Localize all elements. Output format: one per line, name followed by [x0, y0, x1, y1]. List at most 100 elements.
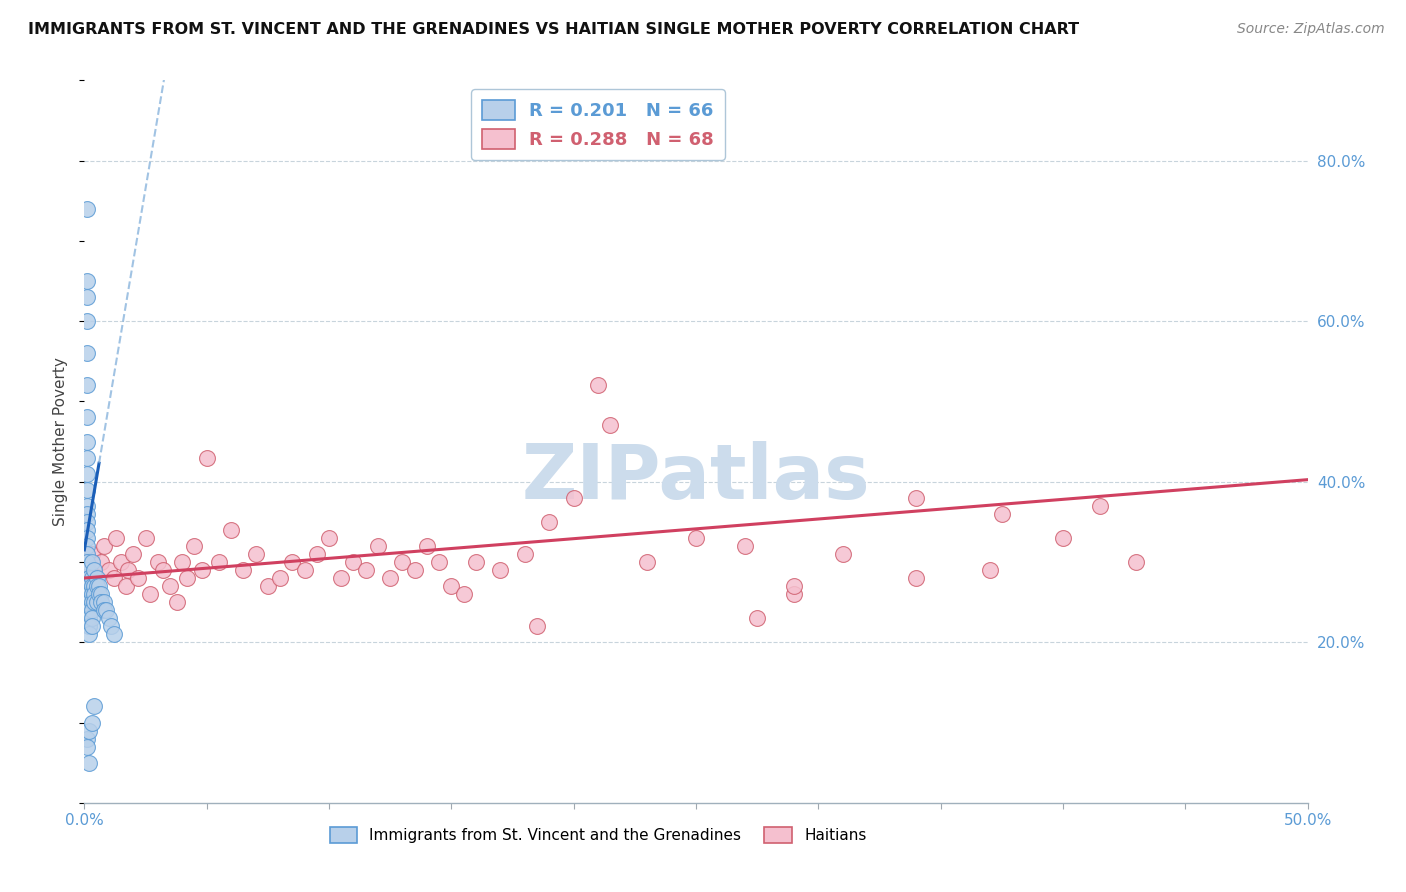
Point — [562, 491, 585, 505]
Point — [83, 699, 105, 714]
Point — [427, 555, 450, 569]
Point — [110, 555, 132, 569]
Point — [77, 563, 100, 577]
Point — [80, 603, 103, 617]
Point — [76, 555, 98, 569]
Point — [380, 571, 402, 585]
Point — [76, 523, 98, 537]
Point — [538, 515, 561, 529]
Point — [76, 731, 98, 746]
Point — [232, 563, 254, 577]
Point — [77, 619, 100, 633]
Point — [281, 555, 304, 569]
Y-axis label: Single Mother Poverty: Single Mother Poverty — [53, 357, 69, 526]
Point — [464, 555, 486, 569]
Point — [86, 571, 108, 585]
Point — [80, 587, 103, 601]
Point — [685, 531, 707, 545]
Point — [734, 539, 756, 553]
Point — [342, 555, 364, 569]
Point — [76, 515, 98, 529]
Point — [77, 611, 100, 625]
Point — [979, 563, 1001, 577]
Point — [117, 563, 139, 577]
Point — [294, 563, 316, 577]
Point — [86, 595, 108, 609]
Text: Source: ZipAtlas.com: Source: ZipAtlas.com — [1237, 22, 1385, 37]
Point — [80, 619, 103, 633]
Point — [76, 378, 98, 392]
Point — [77, 595, 100, 609]
Point — [404, 563, 426, 577]
Point — [96, 603, 118, 617]
Point — [176, 571, 198, 585]
Point — [330, 571, 353, 585]
Point — [440, 579, 463, 593]
Point — [87, 587, 110, 601]
Point — [219, 523, 242, 537]
Point — [115, 579, 138, 593]
Point — [77, 571, 100, 585]
Point — [139, 587, 162, 601]
Point — [135, 531, 157, 545]
Point — [77, 619, 100, 633]
Point — [86, 579, 108, 593]
Point — [159, 579, 181, 593]
Point — [97, 611, 120, 625]
Point — [100, 619, 122, 633]
Point — [599, 418, 621, 433]
Point — [1052, 531, 1074, 545]
Point — [103, 627, 125, 641]
Point — [245, 547, 267, 561]
Point — [1088, 499, 1111, 513]
Point — [77, 603, 100, 617]
Point — [76, 450, 98, 465]
Point — [83, 563, 105, 577]
Legend: Immigrants from St. Vincent and the Grenadines, Haitians: Immigrants from St. Vincent and the Gren… — [323, 821, 873, 849]
Point — [80, 555, 103, 569]
Point — [80, 611, 103, 625]
Point — [77, 756, 100, 770]
Point — [208, 555, 231, 569]
Point — [83, 579, 105, 593]
Point — [76, 739, 98, 754]
Point — [97, 563, 120, 577]
Point — [305, 547, 328, 561]
Point — [747, 611, 769, 625]
Point — [76, 499, 98, 513]
Point — [991, 507, 1014, 521]
Point — [586, 378, 609, 392]
Point — [80, 547, 103, 561]
Point — [831, 547, 853, 561]
Point — [93, 539, 115, 553]
Point — [183, 539, 205, 553]
Point — [122, 547, 145, 561]
Point — [127, 571, 149, 585]
Point — [453, 587, 475, 601]
Point — [93, 595, 115, 609]
Text: IMMIGRANTS FROM ST. VINCENT AND THE GRENADINES VS HAITIAN SINGLE MOTHER POVERTY : IMMIGRANTS FROM ST. VINCENT AND THE GREN… — [28, 22, 1080, 37]
Point — [166, 595, 188, 609]
Point — [76, 434, 98, 449]
Point — [76, 467, 98, 481]
Point — [77, 579, 100, 593]
Point — [391, 555, 413, 569]
Point — [195, 450, 218, 465]
Point — [77, 587, 100, 601]
Point — [76, 483, 98, 497]
Point — [1125, 555, 1147, 569]
Point — [90, 595, 112, 609]
Point — [90, 587, 112, 601]
Point — [76, 539, 98, 553]
Point — [905, 571, 928, 585]
Point — [83, 587, 105, 601]
Point — [93, 603, 115, 617]
Point — [76, 290, 98, 304]
Point — [354, 563, 377, 577]
Point — [636, 555, 658, 569]
Point — [76, 571, 98, 585]
Point — [191, 563, 214, 577]
Point — [489, 563, 512, 577]
Point — [257, 579, 280, 593]
Point — [77, 603, 100, 617]
